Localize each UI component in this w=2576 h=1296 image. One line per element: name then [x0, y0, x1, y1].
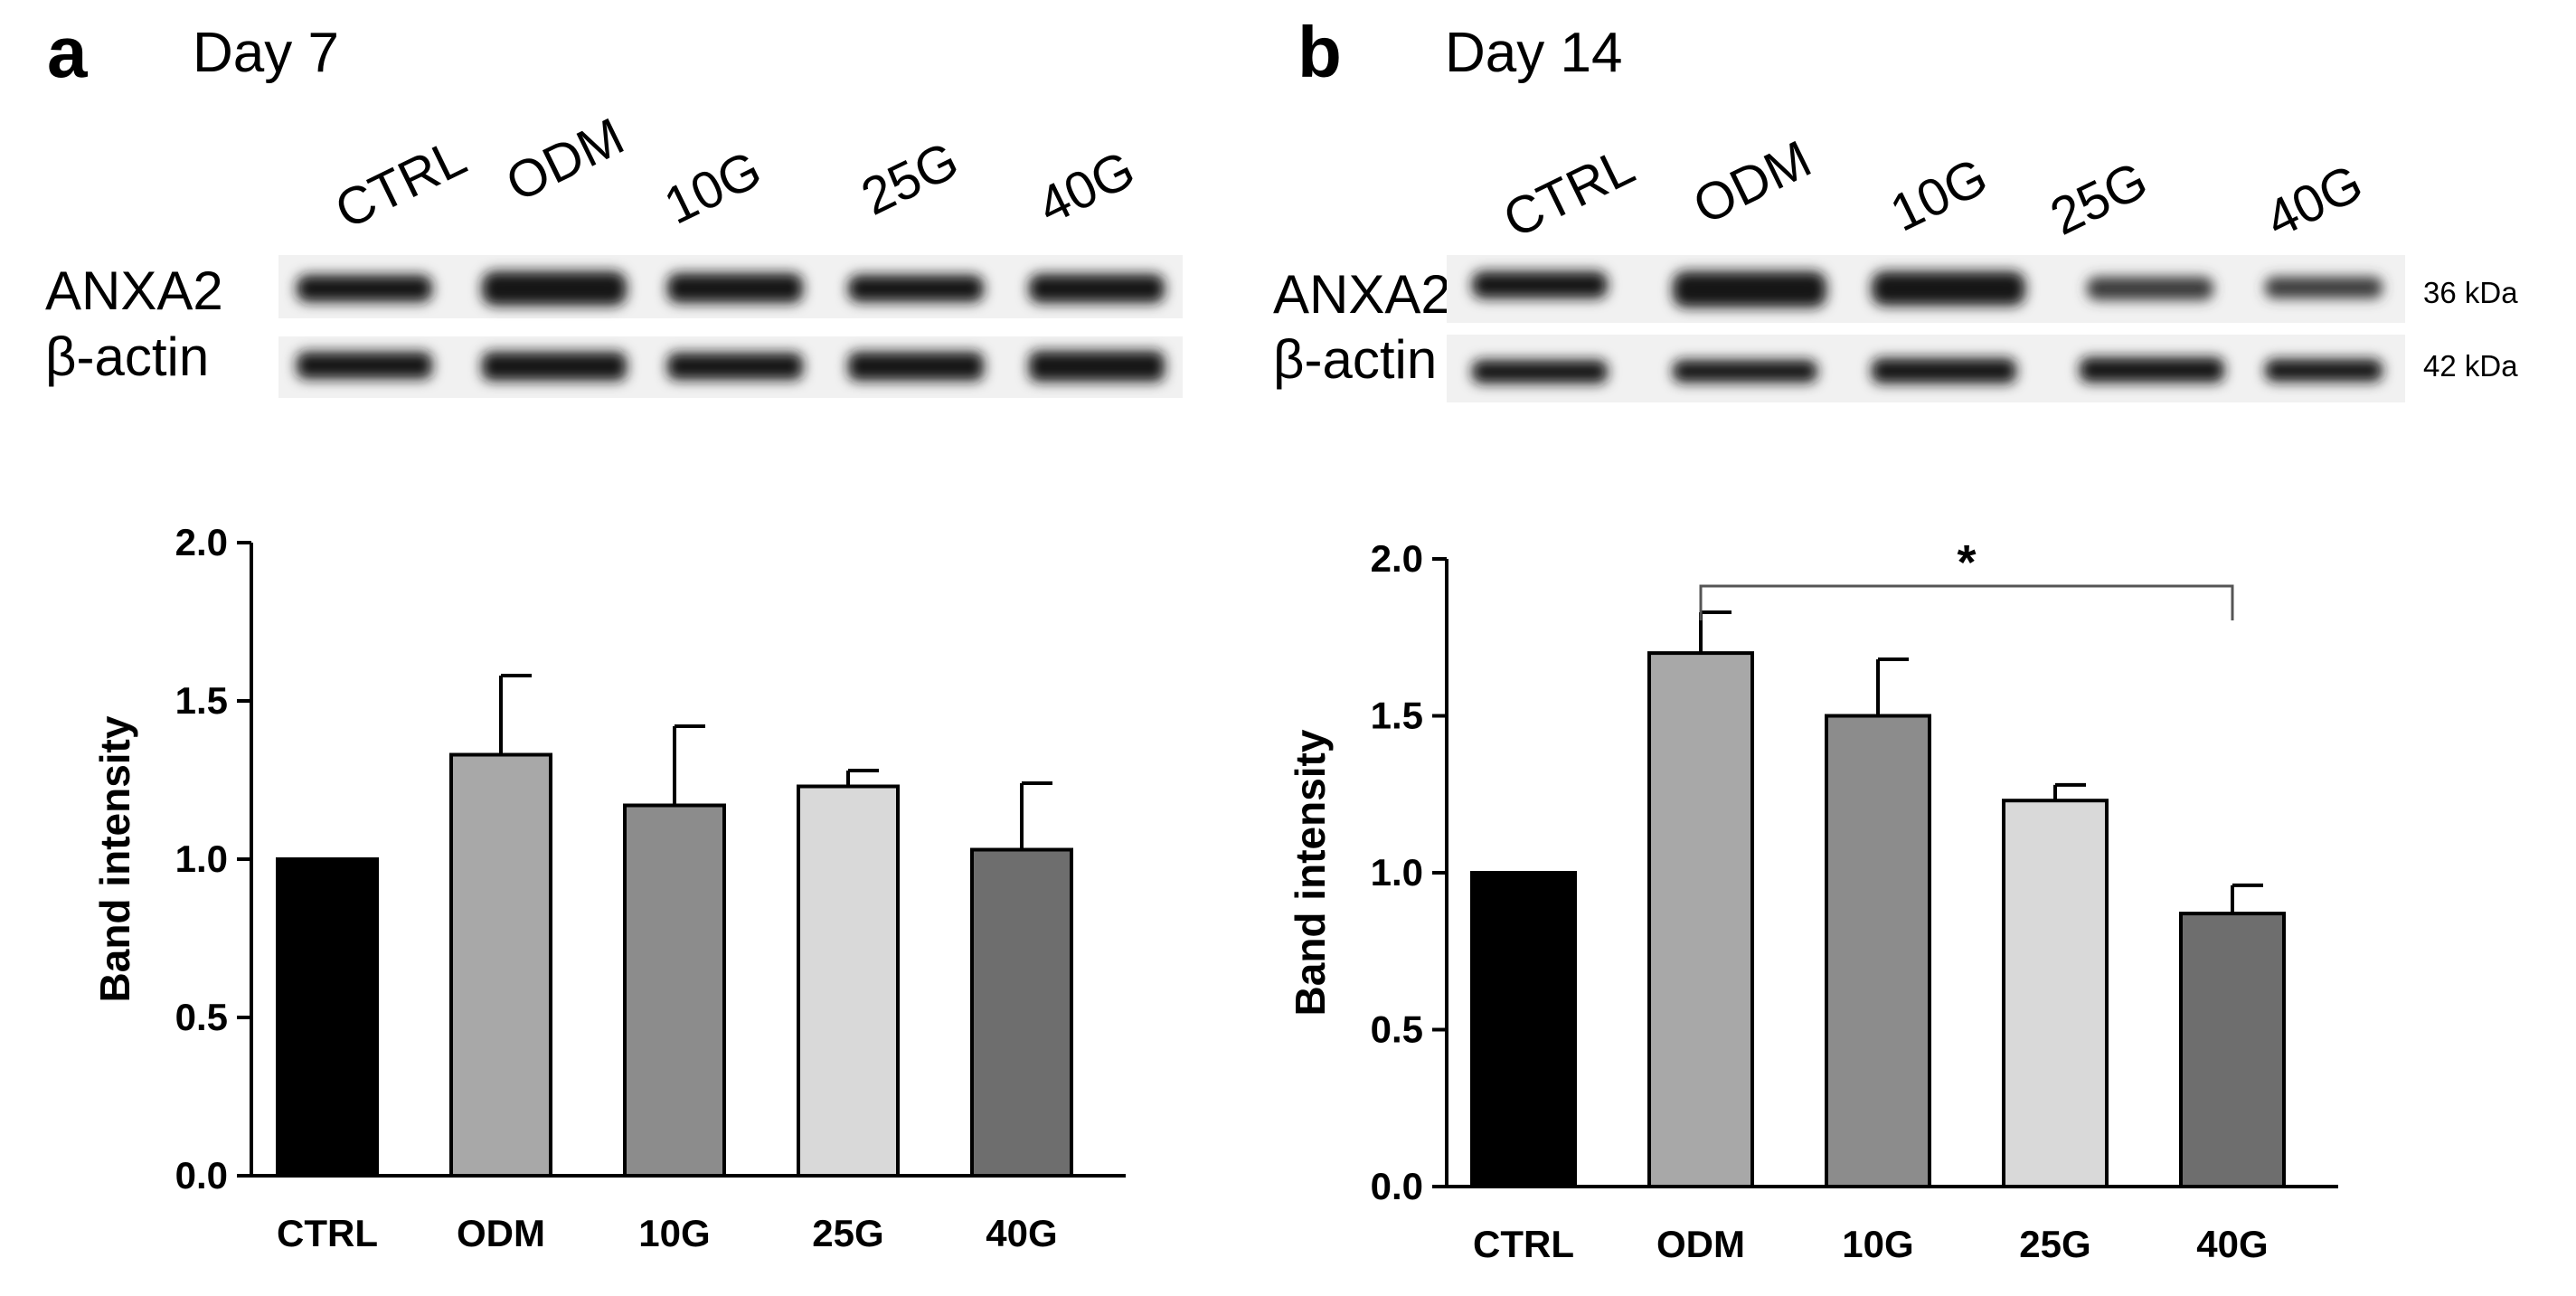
panel-letter: a — [47, 12, 88, 92]
significance-marker: * — [1957, 535, 1976, 590]
bar-chart-day-7: 0.0 0.5 1.0 1.5 2.0 Band intensity CTRL ODM 10G 2… — [91, 521, 1126, 1254]
x-tick-label: 25G — [812, 1212, 883, 1254]
panel-b: b Day 14 CTRL ODM 10G 25G 40G ANXA2 β-ac… — [1257, 0, 2576, 1296]
panel-title: Day 7 — [193, 22, 339, 84]
panel-letter: b — [1297, 12, 1342, 92]
bar-odm — [1647, 651, 1754, 1189]
x-tick-label: 10G — [638, 1212, 710, 1254]
western-blot-image — [1447, 255, 2405, 402]
y-tick-label: 1.0 — [1371, 851, 1423, 894]
bar-40g — [970, 847, 1073, 1178]
lane-label-10g: 10G — [655, 139, 770, 236]
bar-25g — [797, 784, 900, 1178]
x-tick-label: 25G — [2019, 1223, 2090, 1265]
x-tick-label: 40G — [2196, 1223, 2268, 1265]
x-tick-label: ODM — [1656, 1223, 1745, 1265]
bar-25g — [2002, 799, 2109, 1188]
bar-10g — [1825, 714, 1931, 1188]
bar-chart-day-14: 0.0 0.5 1.0 1.5 2.0 Band intensity CTRL ODM 10G 2… — [1287, 535, 2338, 1265]
row-label-anxa2: ANXA2 — [45, 260, 223, 321]
kda-label-beta-actin: 42 kDa — [2423, 349, 2518, 383]
y-tick-label: 0.0 — [175, 1154, 228, 1197]
significance-bracket — [1699, 584, 2234, 620]
panel-a: a Day 7 CTRL ODM 10G 25G 40G ANXA2 β-act… — [0, 0, 1257, 1296]
lane-label-40g: 40G — [2256, 153, 2372, 250]
y-tick-label: 0.5 — [175, 996, 228, 1038]
y-tick-label: 1.5 — [1371, 695, 1423, 737]
lane-label-10g: 10G — [1881, 147, 1996, 243]
lane-label-ctrl: CTRL — [1494, 136, 1644, 250]
y-axis-title: Band intensity — [91, 715, 138, 1002]
row-label-beta-actin: β-actin — [1273, 329, 1438, 390]
x-tick-label: ODM — [457, 1212, 545, 1254]
lane-label-ctrl: CTRL — [326, 127, 476, 241]
x-tick-label: CTRL — [1473, 1223, 1574, 1265]
lane-label-odm: ODM — [1684, 128, 1820, 236]
bar-odm — [449, 752, 552, 1178]
x-tick-label: 40G — [986, 1212, 1057, 1254]
lane-label-odm: ODM — [496, 106, 633, 213]
y-tick-label: 2.0 — [1371, 537, 1423, 580]
bar-10g — [623, 803, 726, 1178]
y-tick-label: 2.0 — [175, 521, 228, 563]
kda-label-anxa2: 36 kDa — [2423, 276, 2518, 309]
bar-40g — [2179, 912, 2286, 1188]
bar-ctrl — [1470, 871, 1577, 1188]
y-tick-label: 0.0 — [1371, 1165, 1423, 1207]
lane-label-25g: 25G — [2041, 150, 2156, 247]
lane-label-40g: 40G — [1028, 139, 1144, 236]
western-blot-image — [278, 255, 1183, 398]
y-tick-label: 1.0 — [175, 837, 228, 880]
bar-ctrl — [276, 857, 379, 1178]
panel-title: Day 14 — [1445, 22, 1623, 84]
x-tick-label: CTRL — [277, 1212, 378, 1254]
x-tick-label: 10G — [1842, 1223, 1913, 1265]
lane-label-25g: 25G — [852, 130, 967, 227]
row-label-anxa2: ANXA2 — [1273, 264, 1451, 325]
y-tick-label: 1.5 — [175, 679, 228, 722]
y-tick-label: 0.5 — [1371, 1008, 1423, 1051]
y-axis-title: Band intensity — [1287, 729, 1334, 1016]
row-label-beta-actin: β-actin — [45, 326, 210, 387]
